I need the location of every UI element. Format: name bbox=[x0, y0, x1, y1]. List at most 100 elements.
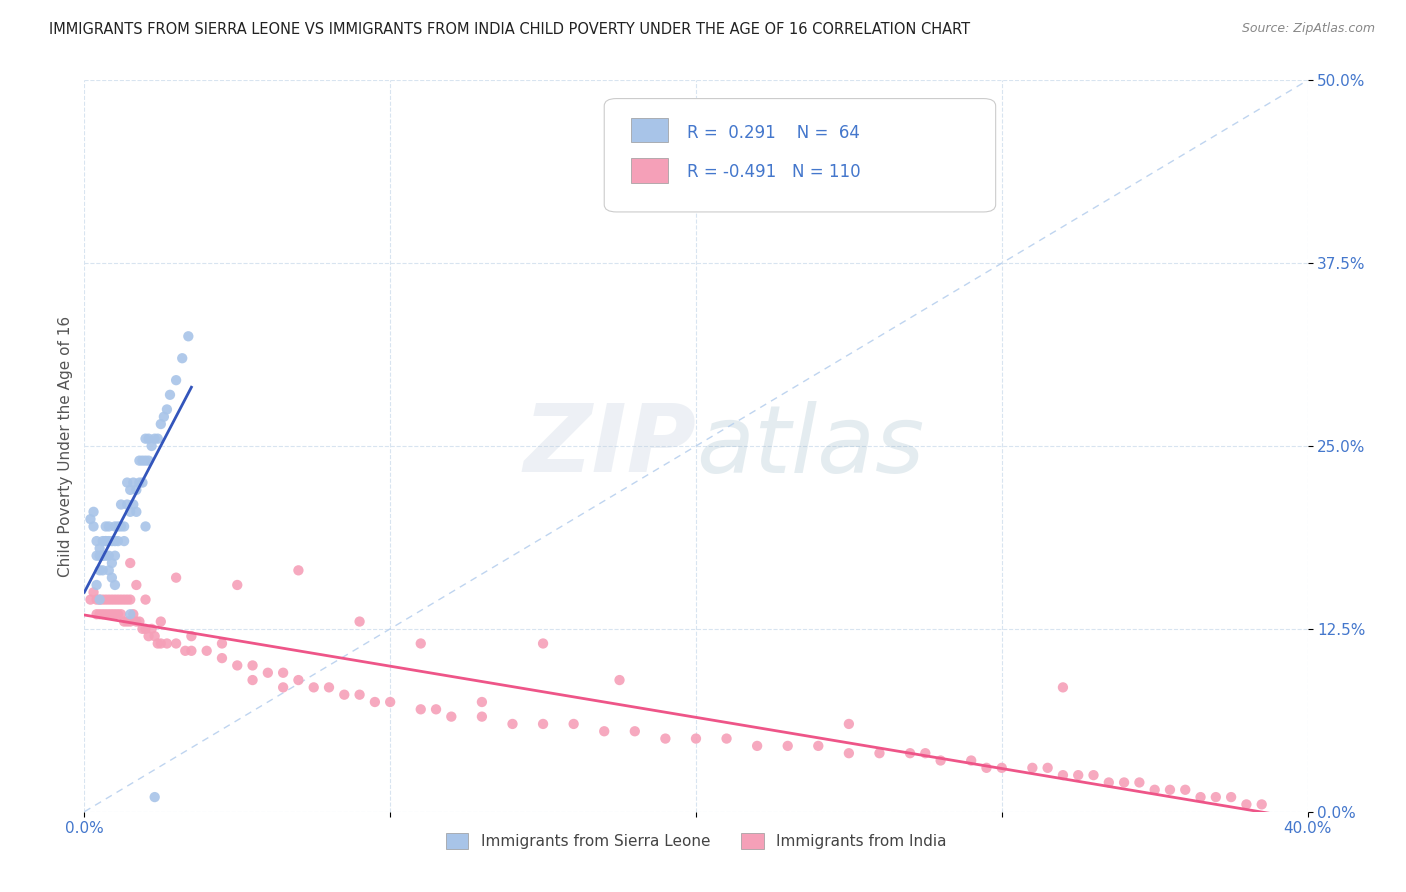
Point bbox=[86, 549, 108, 563]
Point bbox=[120, 505, 142, 519]
Point bbox=[471, 709, 494, 723]
Point bbox=[287, 673, 309, 687]
Point bbox=[128, 453, 150, 467]
Point bbox=[120, 607, 142, 622]
Point bbox=[654, 731, 676, 746]
Point bbox=[165, 636, 187, 650]
Point bbox=[101, 556, 124, 570]
Point bbox=[914, 746, 936, 760]
Point bbox=[747, 739, 769, 753]
Point bbox=[86, 578, 108, 592]
Text: R = -0.491   N = 110: R = -0.491 N = 110 bbox=[688, 163, 860, 181]
Point bbox=[131, 622, 153, 636]
Point bbox=[149, 615, 172, 629]
Legend: Immigrants from Sierra Leone, Immigrants from India: Immigrants from Sierra Leone, Immigrants… bbox=[440, 827, 952, 855]
Point bbox=[838, 717, 860, 731]
Point bbox=[94, 519, 117, 533]
Text: Source: ZipAtlas.com: Source: ZipAtlas.com bbox=[1241, 22, 1375, 36]
Point bbox=[172, 351, 194, 366]
Text: IMMIGRANTS FROM SIERRA LEONE VS IMMIGRANTS FROM INDIA CHILD POVERTY UNDER THE AG: IMMIGRANTS FROM SIERRA LEONE VS IMMIGRAN… bbox=[49, 22, 970, 37]
Point bbox=[898, 746, 921, 760]
Point bbox=[115, 615, 138, 629]
Point bbox=[94, 607, 117, 622]
Point bbox=[122, 498, 145, 512]
Point bbox=[174, 644, 197, 658]
Point bbox=[180, 629, 202, 643]
Point bbox=[79, 592, 101, 607]
Point bbox=[104, 592, 127, 607]
Point bbox=[101, 534, 124, 549]
Point bbox=[135, 519, 157, 533]
Point bbox=[110, 519, 132, 533]
Point bbox=[91, 549, 114, 563]
Point bbox=[1189, 790, 1212, 805]
Point bbox=[89, 541, 111, 556]
Point bbox=[685, 731, 707, 746]
Point bbox=[138, 629, 160, 643]
Point bbox=[159, 388, 181, 402]
Point bbox=[89, 549, 111, 563]
Point bbox=[195, 644, 218, 658]
Point bbox=[257, 665, 280, 680]
Point bbox=[89, 607, 111, 622]
Point bbox=[1128, 775, 1150, 789]
Point bbox=[153, 409, 176, 424]
Point bbox=[120, 483, 142, 497]
Point bbox=[349, 615, 371, 629]
Point bbox=[131, 475, 153, 490]
Point bbox=[138, 432, 160, 446]
Point bbox=[112, 519, 135, 533]
Point bbox=[1114, 775, 1136, 789]
Point bbox=[471, 695, 494, 709]
Point bbox=[97, 519, 120, 533]
Point bbox=[91, 592, 114, 607]
Point bbox=[94, 549, 117, 563]
Point bbox=[531, 717, 554, 731]
Point bbox=[333, 688, 356, 702]
Point bbox=[318, 681, 340, 695]
Point bbox=[89, 592, 111, 607]
Point bbox=[156, 402, 179, 417]
Point bbox=[125, 483, 148, 497]
Point bbox=[146, 432, 169, 446]
Point bbox=[440, 709, 463, 723]
Point bbox=[869, 746, 891, 760]
Point bbox=[226, 578, 249, 592]
Point bbox=[86, 607, 108, 622]
Point bbox=[149, 636, 172, 650]
Point bbox=[624, 724, 647, 739]
Point bbox=[531, 636, 554, 650]
Point bbox=[94, 592, 117, 607]
Point bbox=[349, 688, 371, 702]
Point bbox=[1098, 775, 1121, 789]
Point bbox=[409, 702, 432, 716]
Point bbox=[929, 754, 952, 768]
Point bbox=[135, 432, 157, 446]
Point bbox=[1021, 761, 1043, 775]
Point bbox=[302, 681, 325, 695]
Text: R =  0.291    N =  64: R = 0.291 N = 64 bbox=[688, 124, 860, 142]
Point bbox=[104, 607, 127, 622]
Point bbox=[165, 373, 187, 387]
Point bbox=[86, 534, 108, 549]
Text: ZIP: ZIP bbox=[523, 400, 696, 492]
Point bbox=[115, 498, 138, 512]
Point bbox=[125, 578, 148, 592]
Point bbox=[1159, 782, 1181, 797]
Point bbox=[101, 607, 124, 622]
Point bbox=[107, 519, 129, 533]
Point bbox=[120, 592, 142, 607]
Point bbox=[271, 681, 294, 695]
Point bbox=[104, 549, 127, 563]
Point bbox=[165, 571, 187, 585]
Point bbox=[562, 717, 585, 731]
Point bbox=[1052, 681, 1074, 695]
Point bbox=[101, 592, 124, 607]
Point bbox=[1052, 768, 1074, 782]
Point bbox=[991, 761, 1014, 775]
Point bbox=[1174, 782, 1197, 797]
Point bbox=[97, 607, 120, 622]
Point bbox=[112, 615, 135, 629]
Point bbox=[177, 329, 200, 343]
Point bbox=[143, 790, 166, 805]
